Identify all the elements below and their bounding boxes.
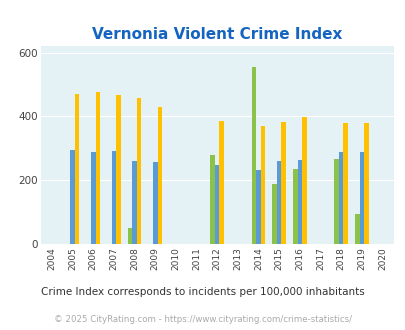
Bar: [136, 98, 141, 244]
Bar: [157, 107, 162, 244]
Bar: [91, 152, 95, 244]
Bar: [128, 228, 132, 244]
Bar: [219, 120, 224, 244]
Text: © 2025 CityRating.com - https://www.cityrating.com/crime-statistics/: © 2025 CityRating.com - https://www.city…: [54, 315, 351, 324]
Bar: [301, 117, 306, 244]
Bar: [70, 150, 75, 244]
Text: Crime Index corresponds to incidents per 100,000 inhabitants: Crime Index corresponds to incidents per…: [41, 287, 364, 297]
Bar: [292, 169, 297, 244]
Bar: [210, 155, 214, 244]
Bar: [214, 165, 219, 244]
Bar: [338, 152, 343, 244]
Bar: [363, 123, 368, 244]
Bar: [272, 183, 276, 244]
Bar: [343, 122, 347, 244]
Bar: [359, 151, 363, 244]
Bar: [75, 94, 79, 244]
Bar: [132, 161, 136, 244]
Bar: [251, 67, 256, 244]
Bar: [116, 95, 120, 244]
Bar: [276, 161, 281, 244]
Bar: [153, 162, 157, 244]
Bar: [354, 214, 359, 244]
Bar: [260, 126, 265, 244]
Bar: [297, 160, 301, 244]
Bar: [281, 122, 285, 244]
Bar: [111, 150, 116, 244]
Title: Vernonia Violent Crime Index: Vernonia Violent Crime Index: [92, 27, 341, 42]
Bar: [333, 159, 338, 244]
Bar: [256, 170, 260, 244]
Bar: [95, 92, 100, 244]
